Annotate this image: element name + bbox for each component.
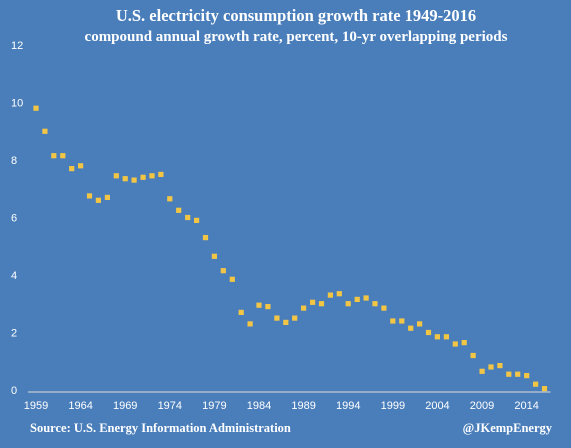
x-tick-label: 2004 [425,400,449,412]
data-point [479,368,485,374]
data-point [488,364,494,370]
data-point [86,193,93,199]
data-point [176,207,182,213]
data-point [425,329,432,336]
data-point [104,194,110,200]
data-point [247,321,253,327]
x-tick-label: 1979 [202,400,226,412]
data-point [158,171,164,177]
data-point [336,291,342,297]
data-point [497,363,503,369]
x-tick-label: 1984 [247,400,271,412]
y-tick-label: 10 [11,98,23,110]
data-point [443,334,449,340]
data-point [434,334,440,340]
data-point [238,309,244,315]
data-point [417,321,423,327]
data-point [33,105,39,111]
data-point [515,371,521,377]
data-point [283,319,289,325]
data-point [95,197,101,203]
data-point [292,315,298,321]
y-tick-label: 4 [11,270,17,282]
data-point [194,217,200,223]
data-point [185,214,191,221]
data-point [461,340,467,346]
data-point [506,371,512,377]
x-tick-label: 2009 [470,400,494,412]
x-axis-ticks: 1959 1964 1969 1974 1979 1984 1989 1994 1999 2004… [24,400,539,412]
data-point [149,173,155,179]
data-point [60,153,66,159]
data-point [524,373,530,379]
y-tick-label: 12 [11,40,23,52]
author-credit: @JKempEnergy [463,421,553,435]
x-tick-label: 2014 [514,400,538,412]
data-point [229,276,235,282]
data-point [408,325,414,331]
data-point [310,299,316,305]
data-point [69,166,75,172]
data-point [274,315,280,321]
data-point [202,235,209,241]
data-point [345,301,351,307]
data-point [122,176,128,182]
x-tick-label: 1999 [381,400,405,412]
data-point [470,352,476,359]
data-point [381,305,387,311]
y-tick-label: 8 [11,155,17,167]
x-tick-label: 1969 [113,400,137,412]
data-point [78,163,84,169]
data-point [131,177,137,183]
data-point [265,304,271,310]
data-point [220,268,226,274]
data-point [452,341,458,347]
x-tick-label: 1994 [336,400,360,412]
data-point [211,253,217,259]
data-point [140,174,146,180]
y-tick-label: 2 [11,328,17,340]
data-point [399,318,405,324]
data-point [256,302,262,308]
data-point [301,305,307,311]
source-note: Source: U.S. Energy Information Administ… [30,421,291,435]
y-axis-ticks: 0 2 4 6 8 10 12 [11,40,23,397]
data-point [318,301,325,307]
data-point [113,173,119,179]
data-point [354,296,360,302]
x-tick-label: 1964 [68,400,92,412]
data-point [363,295,369,301]
chart-subtitle: compound annual growth rate, percent, 10… [85,29,508,45]
data-point [327,292,333,298]
y-tick-label: 6 [11,213,17,225]
chart-title: U.S. electricity consumption growth rate… [116,6,476,25]
x-tick-label: 1959 [24,400,48,412]
data-point [167,196,173,202]
data-point [372,301,378,307]
data-point [541,386,548,392]
data-point [390,318,396,324]
data-point [533,381,539,387]
data-point [51,153,57,159]
data-point [42,128,48,134]
data-points [33,105,548,392]
x-tick-label: 1974 [158,400,182,412]
x-tick-label: 1989 [291,400,315,412]
y-tick-label: 0 [11,385,17,397]
